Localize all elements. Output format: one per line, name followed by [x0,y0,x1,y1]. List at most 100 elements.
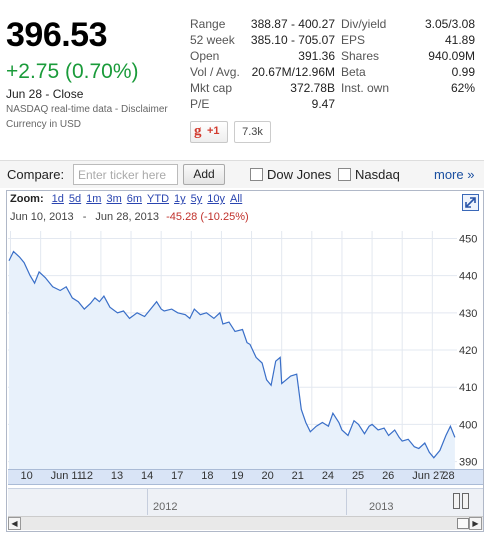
x-tick-label: 25 [351,470,365,482]
stat-row: Range 388.87 - 400.27 [190,16,335,32]
scroll-right-arrow-icon[interactable]: ▶ [469,517,482,530]
zoom-option[interactable]: 1y [174,193,186,205]
zoom-option[interactable]: All [230,193,243,205]
timeline-navigator[interactable] [8,488,483,516]
stat-label: Div/yield [341,17,387,31]
stat-value: 391.36 [298,49,335,63]
nav-left-handle[interactable] [453,493,460,509]
price-plot[interactable]: 390 400 410 420 430 440 450 [7,231,484,469]
stock-chart: Zoom: 1d 5d 1m 3m 6m YTD 1y 5y 10y All Jun 10, 20… [6,190,484,532]
stat-value: 372.78B [290,81,335,95]
zoom-option[interactable]: 10y [207,193,226,205]
x-tick-label: 19 [231,470,244,482]
x-tick-label: 10 [20,470,33,482]
x-tick-label: 14 [141,470,154,482]
stat-row: P/E 9.47 [190,96,335,112]
stat-label: 52 week [190,33,235,47]
x-tick-label: 24 [321,470,335,482]
stats-left-table: Range 388.87 - 400.27 52 week 385.10 - 705.… [190,16,335,112]
stat-row: Div/yield 3.05/3.08 [341,16,475,32]
stat-label: Vol / Avg. [190,65,240,79]
stat-label: P/E [190,97,210,111]
price-series-line [8,250,456,459]
zoom-option[interactable]: 1d [51,193,64,205]
add-button[interactable]: Add [183,164,225,185]
stat-label: Inst. own [341,81,390,95]
nav-year-label: 2013 [369,501,394,513]
stat-value: 9.47 [311,97,335,111]
x-tick-label: 21 [291,470,304,482]
x-tick-label: 12 [80,470,94,482]
x-tick-label: 28 [442,470,455,482]
g-plus-icon: g [194,123,202,139]
nav-divider [346,489,347,515]
date-axis [8,469,483,485]
stat-row: Open 391.36 [190,48,335,64]
x-tick-label: Jun 27 [412,470,446,482]
disclaimer-link[interactable]: Disclaimer [121,104,168,115]
stat-row: Inst. own 62% [341,80,475,96]
price-change: +2.75 (0.70%) [6,60,139,83]
stat-value: 20.67M/12.96M [251,65,335,79]
zoom-controls: Zoom: 1d 5d 1m 3m 6m YTD 1y 5y 10y All [10,193,242,205]
stat-value: 388.87 - 400.27 [250,17,335,31]
stat-row: Beta 0.99 [341,64,475,80]
nasdaq-checkbox[interactable] [338,168,351,181]
price-area-fill [9,251,455,469]
stat-value: 385.10 - 705.07 [250,33,335,47]
nav-right-handle[interactable] [462,493,469,509]
stat-label: Open [190,49,220,63]
x-tick-label: Jun 11 [50,470,83,482]
y-tick-label: 400 [459,419,477,431]
range-separator: - [82,211,87,223]
stat-value: 940.09M [428,49,475,63]
scroll-thumb[interactable] [457,518,469,529]
stat-value: 62% [450,81,475,95]
stock-price: 396.53 [6,16,108,54]
stat-row: 52 week 385.10 - 705.07 [190,32,335,48]
zoom-option[interactable]: YTD [147,193,170,205]
y-tick-label: 420 [459,345,477,357]
realtime-text: NASDAQ real-time data - [6,104,122,115]
x-tick-label: 20 [261,470,274,482]
scroll-left-arrow-icon[interactable]: ◀ [8,517,21,530]
stat-label: Shares [341,49,380,63]
y-tick-label: 430 [459,308,477,320]
zoom-option[interactable]: 5d [68,193,82,205]
gplus-count: 7.3k [234,121,271,143]
x-tick-label: 18 [201,470,214,482]
range-from: Jun 10, 2013 [10,211,74,223]
y-tick-label: 440 [459,271,477,283]
close-date-label: Jun 28 - Close [6,87,84,101]
compare-label: Compare: [7,167,65,182]
more-link[interactable]: more » [434,167,475,182]
stat-label: Beta [341,65,366,79]
dow-jones-label: Dow Jones [267,167,332,182]
stats-right-table: Div/yield 3.05/3.08 EPS 41.89 Shares 940.09M B… [341,16,475,96]
expand-icon [465,197,476,208]
stat-row: Mkt cap 372.78B [190,80,335,96]
realtime-note: NASDAQ real-time data - Disclaimer [6,104,168,115]
expand-chart-button[interactable] [462,194,479,211]
ticker-input[interactable] [73,164,178,185]
google-plus-button[interactable]: g +1 [190,121,228,143]
zoom-option[interactable]: 3m [106,193,122,205]
stat-label: Mkt cap [190,81,233,95]
currency-note: Currency in USD [6,119,82,130]
nasdaq-label: Nasdaq [355,167,400,182]
dow-jones-checkbox[interactable] [250,168,263,181]
zoom-option[interactable]: 5y [190,193,203,205]
x-tick-label: 26 [382,470,395,482]
zoom-option[interactable]: 6m [126,193,143,205]
compare-toolbar: Compare: Add Dow Jones Nasdaq more » [0,160,484,188]
stat-row: EPS 41.89 [341,32,475,48]
stat-value: 3.05/3.08 [424,17,475,31]
horizontal-scrollbar[interactable]: ◀ ▶ [8,516,483,530]
range-to: Jun 28, 2013 [95,211,160,223]
x-tick-label: 17 [171,470,184,482]
stat-row: Vol / Avg. 20.67M/12.96M [190,64,335,80]
y-tick-label: 390 [459,457,477,469]
zoom-option[interactable]: 1m [86,193,102,205]
stat-label: Range [190,17,226,31]
nav-year-label: 2012 [153,501,178,513]
